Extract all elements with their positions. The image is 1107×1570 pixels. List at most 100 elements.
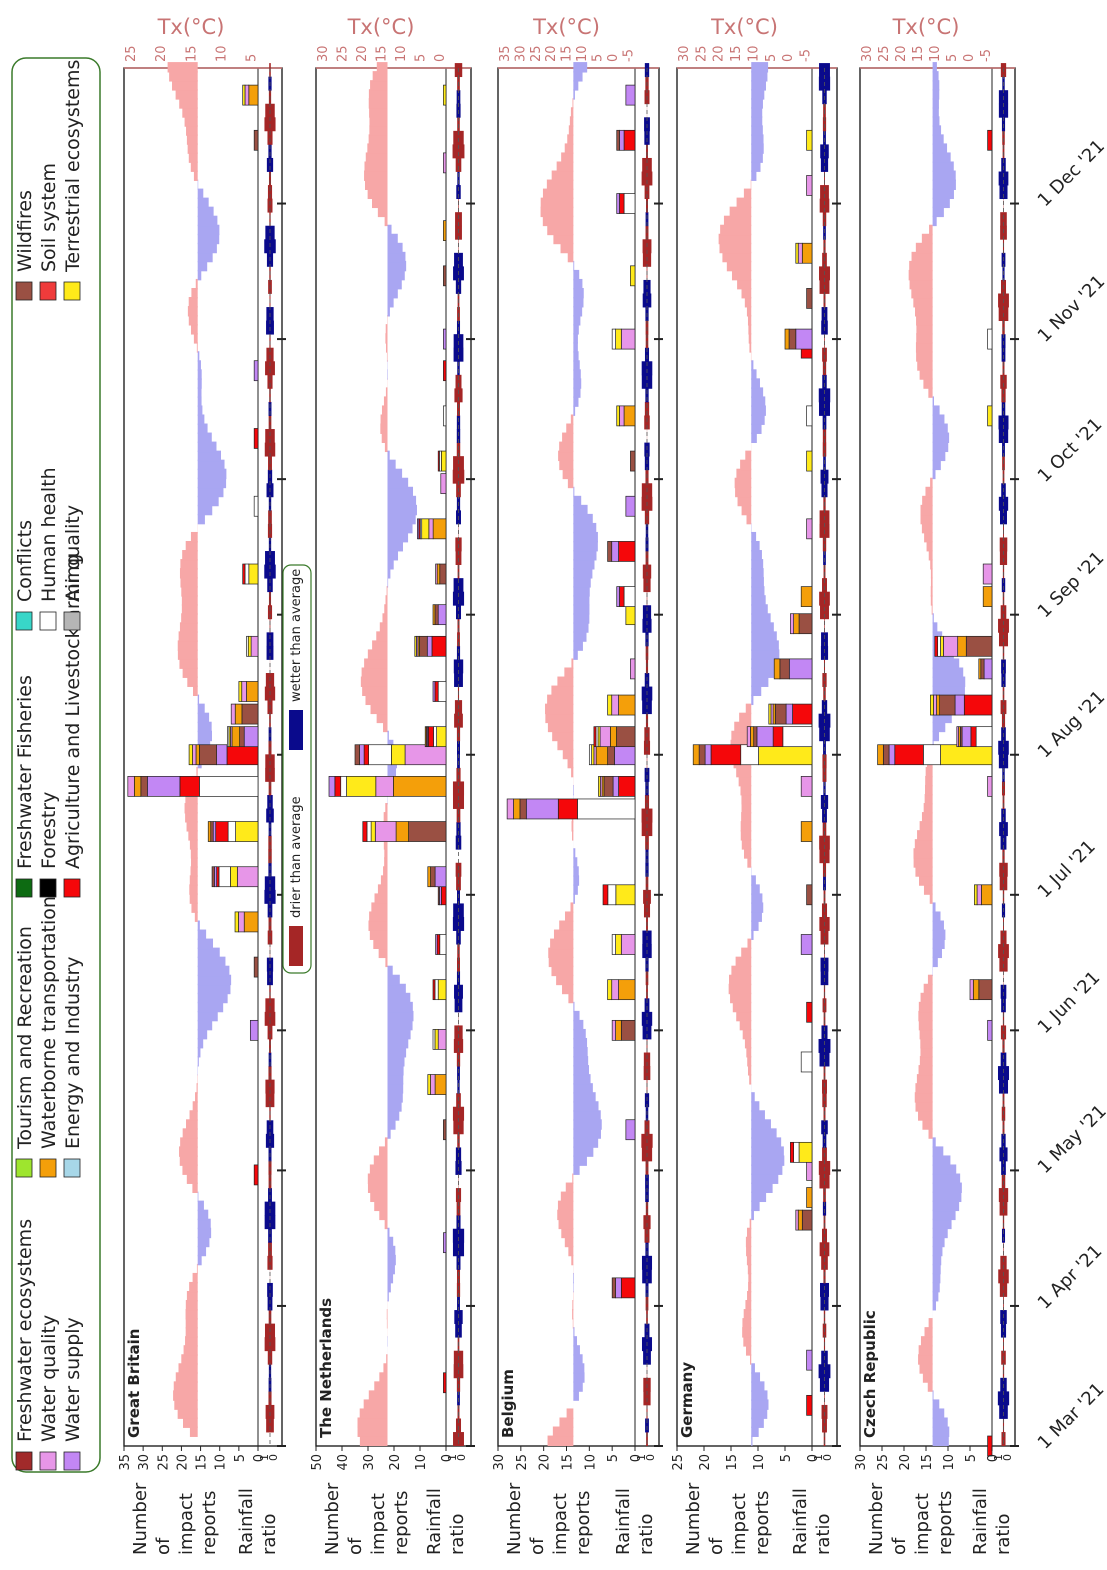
rainfall-segment xyxy=(267,605,273,620)
impact-tick-label: 10 xyxy=(583,1454,598,1471)
temp-anomaly-segment xyxy=(932,396,934,407)
temp-anomaly-segment xyxy=(197,351,200,362)
temp-tick-label: 15 xyxy=(729,45,744,62)
temp-anomaly-segment xyxy=(567,757,574,769)
impact-bar-segment xyxy=(882,744,890,766)
rain-axis-label: ratio xyxy=(636,1513,657,1555)
impact-bar-segment xyxy=(806,288,813,309)
temp-anomaly-segment xyxy=(387,1128,391,1139)
temp-anomaly-segment xyxy=(573,260,575,272)
rainfall-segment xyxy=(644,415,650,430)
impact-bar-segment xyxy=(974,884,978,906)
rainfall-segment xyxy=(1002,795,1005,809)
temp-anomaly-segment xyxy=(196,1083,198,1094)
temp-anomaly-segment xyxy=(573,1128,601,1139)
temp-anomaly-segment xyxy=(173,1390,198,1401)
temp-anomaly-segment xyxy=(932,947,942,959)
temp-anomaly-segment xyxy=(387,1245,396,1257)
impact-bar-segment xyxy=(792,703,813,725)
temp-anomaly-segment xyxy=(387,1290,389,1302)
temp-anomaly-segment xyxy=(365,152,388,163)
temp-anomaly-segment xyxy=(932,468,936,480)
impact-bar-segment xyxy=(434,1029,439,1050)
impact-bar-segment xyxy=(772,726,784,748)
temp-anomaly-segment xyxy=(932,170,956,181)
temp-anomaly-segment xyxy=(927,974,933,986)
impact-bar-segment xyxy=(692,744,700,766)
temp-anomaly-segment xyxy=(551,685,574,697)
temp-anomaly-segment xyxy=(367,649,388,660)
temp-anomaly-segment xyxy=(387,1254,396,1266)
temp-anomaly-segment xyxy=(751,649,780,660)
impact-bar-segment xyxy=(368,744,392,766)
impact-bar-segment xyxy=(746,726,751,748)
temp-anomaly-segment xyxy=(387,459,396,471)
impact-tick-label: 15 xyxy=(561,1454,576,1471)
temp-anomaly-segment xyxy=(741,812,752,823)
rainfall-segment xyxy=(1001,388,1006,403)
temp-anomaly-segment xyxy=(734,721,752,733)
temp-anomaly-segment xyxy=(930,568,933,579)
impact-tick-label: 25 xyxy=(515,1454,530,1471)
impact-bar-segment xyxy=(212,821,217,842)
impact-bar-segment xyxy=(443,84,447,106)
temp-anomaly-segment xyxy=(197,1056,199,1067)
impact-tick-label: 20 xyxy=(175,1454,190,1471)
impact-bar-segment xyxy=(439,563,447,585)
rainfall-segment xyxy=(1000,835,1007,850)
rain-axis-label: Rainfall xyxy=(970,1488,991,1555)
rainfall-segment xyxy=(267,130,273,145)
rainfall-segment xyxy=(642,564,652,579)
temp-tick-label: 20 xyxy=(355,45,370,62)
temp-anomaly-segment xyxy=(743,848,752,859)
temp-anomaly-segment xyxy=(743,1309,752,1320)
impact-bar-segment xyxy=(625,84,636,106)
rainfall-segment xyxy=(1001,578,1006,593)
impact-bar-segment xyxy=(982,586,993,607)
temp-anomaly-segment xyxy=(571,821,574,832)
impact-bar-segment xyxy=(619,586,625,607)
temp-anomaly-segment xyxy=(384,215,388,227)
temp-anomaly-segment xyxy=(185,1336,198,1347)
impact-bar-segment xyxy=(788,658,813,680)
impact-bar-segment xyxy=(940,635,944,657)
temp-anomaly-segment xyxy=(387,965,393,977)
impact-bar-segment xyxy=(226,744,259,766)
legend-label: Wildfires xyxy=(14,190,36,272)
temp-tick-label: 25 xyxy=(529,45,544,62)
temp-anomaly-segment xyxy=(932,622,938,633)
impact-bar-segment xyxy=(244,563,250,585)
temp-anomaly-segment xyxy=(380,875,388,886)
temp-anomaly-segment xyxy=(197,694,200,706)
temp-anomaly-segment xyxy=(914,1092,933,1103)
temp-anomaly-segment xyxy=(185,793,198,805)
temp-anomaly-segment xyxy=(550,938,574,950)
temp-anomaly-segment xyxy=(746,1227,752,1239)
temp-anomaly-segment xyxy=(189,893,198,904)
temp-anomaly-segment xyxy=(751,1182,773,1193)
temp-anomaly-segment xyxy=(189,1281,198,1293)
impact-bar-segment xyxy=(188,744,193,766)
rain-tick-label: 0 xyxy=(821,1454,834,1461)
temp-anomaly-segment xyxy=(751,71,768,82)
impact-bar-segment xyxy=(434,866,447,888)
temp-anomaly-segment xyxy=(920,1336,933,1347)
temp-tick-label: 30 xyxy=(316,45,331,62)
impact-bar-segment xyxy=(798,613,813,635)
impact-bar-segment xyxy=(443,405,447,427)
temp-anomaly-segment xyxy=(573,1010,580,1022)
temp-anomaly-segment xyxy=(932,1281,940,1293)
rainfall-segment xyxy=(646,591,648,606)
temp-anomaly-segment xyxy=(751,884,760,895)
impact-tick-label: 15 xyxy=(920,1454,935,1471)
rainfall-segment xyxy=(457,401,460,416)
temp-anomaly-segment xyxy=(573,306,583,317)
temp-anomaly-segment xyxy=(197,513,205,525)
temp-anomaly-segment xyxy=(750,179,752,190)
temp-anomaly-segment xyxy=(547,1435,574,1446)
temp-anomaly-segment xyxy=(718,233,752,245)
impact-bar-segment xyxy=(619,193,625,214)
temp-anomaly-segment xyxy=(186,821,198,832)
rain-axis-label: Rainfall xyxy=(236,1488,257,1555)
